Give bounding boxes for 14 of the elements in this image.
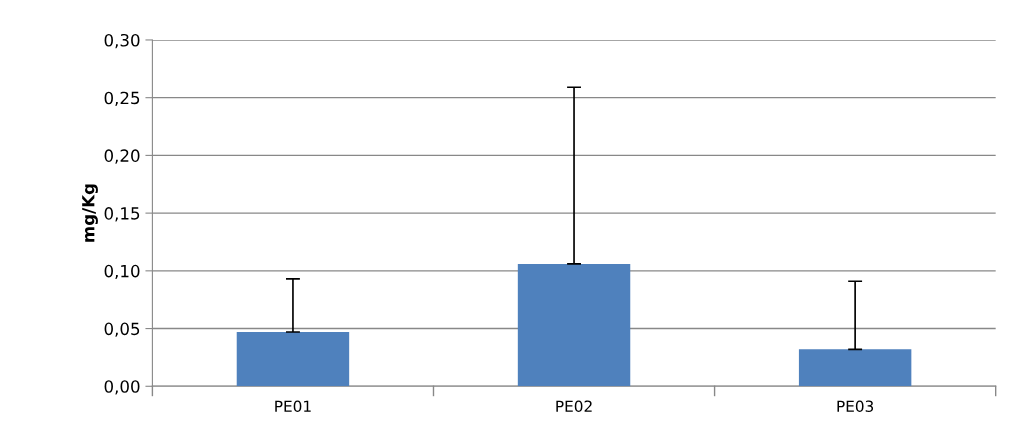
y-tick-label: 0,20 — [104, 149, 140, 164]
y-tick-label: 0,30 — [104, 33, 140, 49]
y-tick-label: 0,00 — [104, 380, 140, 395]
bar — [798, 349, 912, 387]
y-tick-label: 0,05 — [104, 322, 140, 337]
x-tick-label: PE03 — [837, 400, 874, 412]
x-tick-label: PE02 — [556, 400, 592, 412]
y-tick-label: 0,10 — [104, 264, 140, 280]
bar — [517, 263, 631, 387]
bar — [236, 332, 350, 387]
y-tick-label: 0,15 — [104, 207, 140, 222]
x-tick-label: PE01 — [275, 400, 311, 412]
y-tick-label: 0,25 — [104, 91, 140, 106]
y-axis-title: mg/Kg — [82, 184, 98, 242]
